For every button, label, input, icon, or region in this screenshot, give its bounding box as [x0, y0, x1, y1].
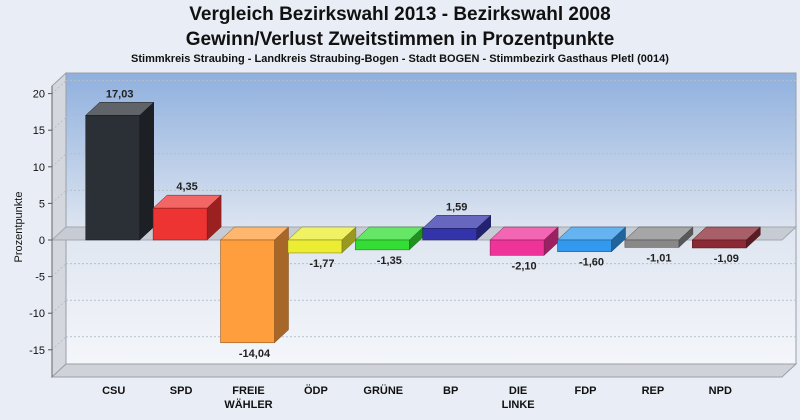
data-label: -1,60 [579, 257, 604, 269]
y-tick-label: -5 [35, 272, 45, 284]
bar-front [355, 239, 410, 251]
bar-fdp [556, 226, 627, 253]
gridline-wall [51, 80, 67, 94]
chart-subtitle: Stimmkreis Straubing - Landkreis Straubi… [131, 53, 669, 65]
bar-front [422, 228, 477, 241]
x-tick-label: DIE [509, 385, 527, 397]
bar-spd [152, 194, 222, 241]
bar-freie-wähler [219, 226, 290, 344]
y-tick-label: -15 [29, 345, 45, 357]
data-label: -2,10 [512, 260, 537, 272]
bar-npd [691, 226, 761, 249]
bar-ödp [287, 226, 357, 254]
gridline-wall [51, 299, 67, 314]
bar-side [139, 101, 154, 241]
data-label: 4,35 [176, 181, 197, 193]
x-tick-label: BP [443, 385, 458, 397]
bar-front [85, 115, 140, 241]
x-tick-label: GRÜNE [363, 384, 403, 397]
data-label: -1,35 [377, 255, 402, 267]
bar-die-linke [489, 226, 559, 256]
x-tick-label: WÄHLER [224, 398, 272, 411]
y-tick-label: 15 [33, 125, 45, 137]
bar-rep [624, 226, 694, 248]
data-label: -14,04 [239, 348, 271, 360]
y-axis-label: Prozentpunkte [13, 192, 25, 263]
bar-front [220, 239, 275, 344]
gridline-wall [51, 336, 67, 351]
chart-title-line-2: Gewinn/Verlust Zweitstimmen in Prozentpu… [185, 29, 615, 50]
y-tick-label: 5 [39, 198, 45, 210]
bar-csu [85, 101, 155, 241]
gridline-wall [51, 116, 67, 131]
bar-front [152, 207, 208, 241]
data-label: -1,77 [309, 258, 334, 270]
plot-area [65, 72, 797, 365]
y-tick-label: 20 [33, 89, 45, 101]
x-tick-label: REP [642, 385, 665, 397]
y-tick-label: 0 [39, 235, 45, 247]
data-label: -1,01 [646, 252, 671, 264]
bar-side [274, 226, 289, 344]
y-tick-label: -10 [29, 308, 45, 320]
gridline-wall [51, 153, 67, 168]
data-label: -1,09 [714, 253, 739, 265]
data-label: 17,03 [106, 88, 134, 100]
bar-front [557, 239, 612, 252]
bar-front [624, 239, 680, 248]
chart-title: Vergleich Bezirkswahl 2013 - Bezirkswahl… [189, 4, 611, 25]
x-tick-label: LINKE [502, 399, 535, 411]
x-tick-label: SPD [170, 385, 193, 397]
x-tick-label: FDP [575, 385, 597, 397]
bar-bp [422, 214, 492, 241]
gridline-wall [51, 263, 67, 277]
x-tick-label: NPD [709, 385, 732, 397]
gridline-wall [51, 190, 67, 204]
bar-grüne [354, 226, 424, 251]
chart-floor [50, 363, 798, 378]
x-tick-label: ÖDP [304, 384, 328, 397]
bar-front [287, 239, 343, 254]
x-tick-label: CSU [102, 385, 125, 397]
bar-front [489, 239, 545, 256]
y-tick-label: 10 [33, 162, 45, 174]
data-label: 1,59 [446, 201, 467, 213]
bar-front [692, 239, 747, 249]
x-tick-label: FREIE [232, 385, 264, 397]
